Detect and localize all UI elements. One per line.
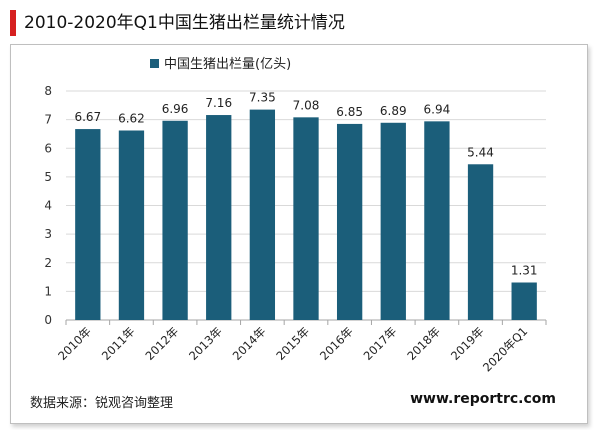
title-accent-bar [10,10,16,36]
bar [118,130,145,320]
data-labels: 6.67 6.62 6.96 7.16 7.35 7.08 6.85 6.89 6.94 5.44… [74,91,537,278]
x-tick-label: 2014年 [230,324,269,363]
x-tick-label: 2013年 [186,324,225,363]
data-label: 7.08 [293,98,320,112]
data-label: 7.35 [249,91,276,105]
bar [75,129,101,320]
data-label: 1.31 [511,264,538,278]
y-tick-label: 8 [44,84,52,98]
legend-swatch [150,59,159,68]
data-label: 6.67 [74,110,101,124]
x-tick-label: 2017年 [361,324,400,363]
bar [511,282,537,320]
bar [206,115,232,320]
bar [467,164,494,320]
data-label: 7.16 [205,96,232,110]
legend-label: 中国生猪出栏量(亿头) [164,57,291,72]
bar [336,123,363,320]
data-label: 6.89 [380,104,407,118]
x-tick-label: 2015年 [273,324,312,363]
bar [380,122,406,321]
x-tick-label: 2018年 [404,324,443,363]
y-tick-label: 6 [44,141,52,155]
data-label: 6.96 [162,102,189,116]
x-tick-label: 2011年 [99,324,138,363]
y-tick-label: 7 [44,113,52,127]
bars [75,109,537,321]
data-label: 6.85 [336,105,363,119]
y-tick-label: 2 [44,256,52,270]
website-link[interactable]: www.reportrc.com [410,391,556,407]
bar [249,109,276,320]
data-label: 6.62 [118,112,145,126]
data-label: 5.44 [467,145,494,159]
bar [162,120,188,321]
page-title: 2010-2020年Q1中国生猪出栏量统计情况 [24,13,345,33]
y-tick-label: 4 [44,199,52,213]
x-tick-label: 2020年Q1 [480,324,530,374]
y-tick-label: 0 [44,313,52,327]
x-tick-label: 2010年 [55,324,94,363]
bar [293,117,319,321]
legend: 中国生猪出栏量(亿头) [150,57,291,72]
x-tick-label: 2012年 [142,324,181,363]
data-label: 6.94 [424,102,451,116]
x-tick-label: 2016年 [317,324,356,363]
bar [424,121,450,320]
y-tick-label: 5 [44,170,52,184]
source-note: 数据来源：锐观咨询整理 [30,396,174,411]
axes [65,319,547,325]
y-tick-label: 1 [44,284,52,298]
x-tick-label: 2019年 [448,324,487,363]
y-tick-label: 3 [44,227,52,241]
